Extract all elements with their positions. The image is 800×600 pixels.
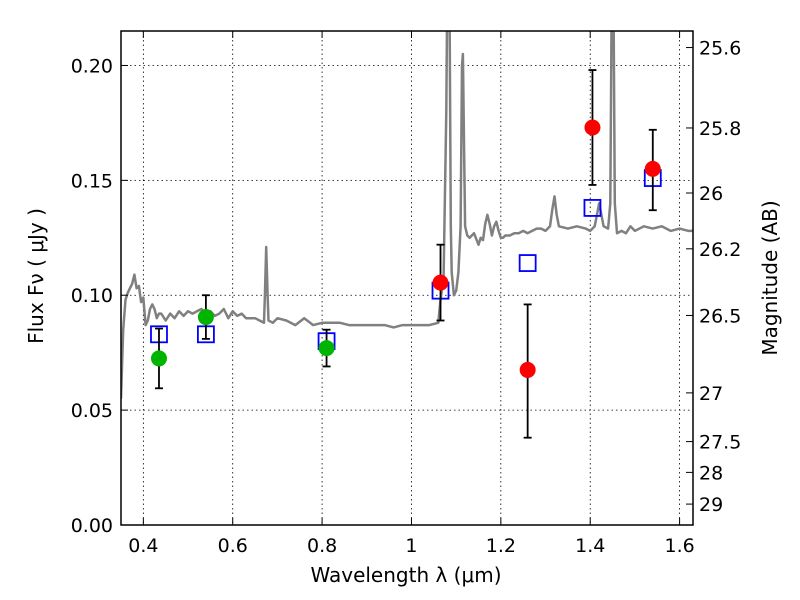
x-tick-label: 0.4 (128, 535, 158, 557)
plot-area (121, 31, 693, 439)
observed-optical-point (318, 340, 335, 357)
y-tick-label: 0.00 (71, 515, 113, 537)
plot-frame (120, 30, 694, 526)
observed-photometry-series (150, 119, 661, 378)
axis-ticks: 0.4 0.6 0.8 1 1.2 1.4 1.6 0.00 0.05 0.10 0.15 0.20 2… (71, 31, 741, 557)
observed-nir-point (519, 361, 536, 378)
observed-nir-point (584, 119, 601, 136)
x-axis-label: Wavelength λ (μm) (310, 563, 501, 587)
x-tick-label: 1.6 (664, 535, 694, 557)
y-tick-label: 0.10 (71, 285, 113, 307)
observed-nir-point (644, 160, 661, 177)
right-y-axis-label: Magnitude (AB) (758, 200, 782, 355)
y2-tick-label: 28 (699, 462, 723, 484)
model-photometry-marker (583, 199, 602, 217)
observed-optical-point (197, 309, 214, 326)
y-axis-label: Flux Fν ( μJy ) (24, 208, 48, 344)
y2-tick-label: 26.2 (699, 239, 741, 261)
y2-tick-label: 25.6 (699, 38, 741, 60)
x-tick-label: 0.8 (307, 535, 337, 557)
model-photometry-marker (518, 254, 537, 272)
y2-tick-label: 26.5 (699, 305, 741, 327)
y2-tick-label: 26 (699, 183, 723, 205)
y2-tick-label: 27 (699, 383, 723, 405)
y2-tick-label: 29 (699, 494, 723, 516)
observed-nir-point (432, 274, 449, 291)
x-tick-label: 1 (405, 535, 417, 557)
y2-tick-label: 27.5 (699, 432, 741, 454)
x-tick-label: 1.4 (575, 535, 605, 557)
y-tick-label: 0.15 (71, 170, 113, 192)
y-tick-label: 0.05 (71, 400, 113, 422)
x-tick-label: 0.6 (218, 535, 248, 557)
x-tick-label: 1.2 (486, 535, 516, 557)
y-tick-label: 0.20 (71, 55, 113, 77)
observed-optical-point (150, 350, 167, 367)
y2-tick-label: 25.8 (699, 118, 741, 140)
